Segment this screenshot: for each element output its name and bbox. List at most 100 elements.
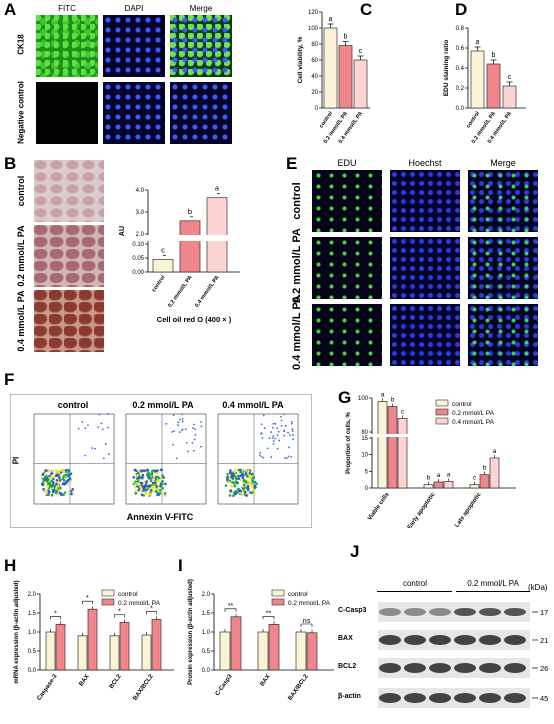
bar <box>45 631 56 671</box>
flow-event <box>160 477 163 481</box>
bar <box>479 474 490 489</box>
y-tick-label: 1.0 <box>202 630 211 636</box>
flow-event <box>139 469 143 473</box>
y-tick-label: 3.0 <box>136 210 145 216</box>
flow-event-late <box>291 434 294 436</box>
flow-event <box>241 485 245 488</box>
flow-event <box>137 485 141 489</box>
flow-event-late <box>193 423 195 426</box>
y-tick-label: 15 <box>361 436 368 442</box>
flow-event <box>137 488 140 492</box>
flow-event-late <box>268 437 271 439</box>
chart-b: 0.00 0.05 0.10 2.0 3.0 4.0 AU c control b 0.2 mmol… <box>119 184 240 324</box>
legend-swatch <box>435 417 449 425</box>
bar <box>443 480 454 489</box>
flow-event-late <box>272 440 275 442</box>
flow-event-late <box>272 443 275 445</box>
flow-event <box>134 480 137 483</box>
significance-letter: c <box>401 408 405 415</box>
flow-event <box>47 493 50 496</box>
y-tick-label: 10 <box>361 453 368 459</box>
flow-event <box>251 485 254 488</box>
flow-event <box>143 492 147 495</box>
flow-event <box>232 474 236 478</box>
y-tick-label: 2.0 <box>202 592 211 598</box>
flow-event <box>240 478 243 482</box>
e-pa02-hoechst-image <box>390 237 460 299</box>
e-control-hoechst-image <box>390 170 460 232</box>
flow-event <box>228 494 232 497</box>
panel-label-h: H <box>4 556 17 575</box>
a-ck18-fitc-image <box>36 15 98 77</box>
flow-event <box>63 470 66 474</box>
flow-event <box>152 477 156 480</box>
y-tick-label: 1.5 <box>202 611 211 617</box>
flow-event <box>226 472 229 476</box>
significance-mark: * <box>54 610 57 617</box>
flow-event <box>248 471 252 475</box>
blot-band <box>479 608 501 616</box>
legend-swatch <box>435 408 449 416</box>
panel-label-f: F <box>4 370 15 389</box>
flow-event <box>68 472 71 475</box>
significance-letter: b <box>391 397 395 404</box>
flow-event <box>250 491 254 495</box>
blot-band <box>429 635 451 645</box>
blot-band <box>379 608 401 616</box>
flow-event <box>158 491 162 495</box>
flow-event <box>163 492 167 495</box>
flow-event <box>132 476 136 479</box>
flow-event-late <box>283 430 286 433</box>
y-tick-label: 0.0 <box>456 106 465 112</box>
y-tick-label: 1.5 <box>28 611 37 617</box>
y-tick-label: 20 <box>311 90 318 96</box>
flow-event-late <box>283 413 286 416</box>
flow-event <box>49 487 53 491</box>
bar <box>151 619 162 671</box>
flow-event-late <box>200 425 203 428</box>
bar <box>268 624 280 671</box>
flow-event <box>160 468 163 472</box>
flow-event <box>156 480 159 483</box>
e-pa04-merge-image <box>468 304 538 366</box>
blot-band <box>504 608 526 616</box>
bar <box>206 197 228 273</box>
significance-bracket <box>224 608 237 612</box>
flow-event <box>144 487 147 491</box>
flow-event <box>60 469 63 472</box>
a-ck18-merge-image <box>170 15 232 77</box>
flow-event-late <box>94 447 96 450</box>
chart-i: 0.0 0.5 1.0 1.5 2.0 Protein expression (β-act… <box>188 579 334 702</box>
a-ck18-dapi-image <box>103 15 165 77</box>
flow-event <box>50 479 53 483</box>
flow-event-late <box>177 424 179 426</box>
significance-letter: a <box>447 471 451 478</box>
y-tick-label: 0.10 <box>132 242 144 248</box>
flow-event <box>235 477 238 481</box>
blot-band <box>404 693 426 703</box>
flow-event <box>232 494 235 498</box>
flow-event <box>67 474 71 478</box>
legend-swatch <box>101 598 115 606</box>
panel-f-frame <box>10 394 312 528</box>
significance-letter: c <box>161 245 165 254</box>
flow-event <box>64 473 68 477</box>
flow-event <box>160 481 164 484</box>
flow-event-late <box>290 422 293 425</box>
x-tick-label: BAX/BCL2 <box>288 673 311 702</box>
flow-event <box>145 480 149 483</box>
y-tick-label: 100 <box>358 396 369 402</box>
significance-bracket <box>82 600 93 605</box>
western-blot: C-Casp3 17 BAX 21 BCL2 26 β-actin 45 <box>338 602 548 708</box>
flow-event <box>134 469 138 473</box>
flow-event-late <box>272 427 274 429</box>
flow-event <box>55 470 59 474</box>
bar <box>87 608 98 671</box>
flow-event-late <box>181 429 183 432</box>
y-tick-label: 0 <box>365 486 369 492</box>
flow-event-late <box>271 437 274 439</box>
significance-bracket <box>146 611 157 615</box>
bar <box>338 45 353 109</box>
significance-bracket <box>300 623 313 627</box>
y-tick-label: 2.0 <box>136 232 145 238</box>
